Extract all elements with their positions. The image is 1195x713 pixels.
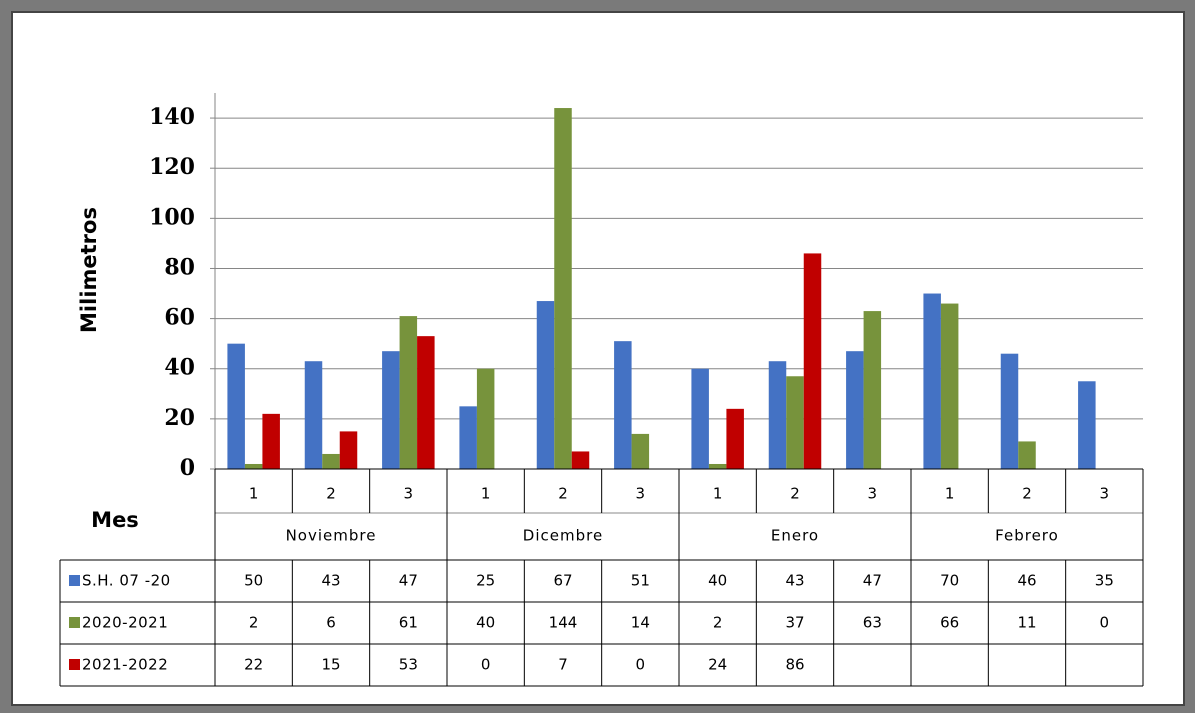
bar bbox=[322, 453, 340, 469]
table-value: 46 bbox=[1017, 572, 1036, 590]
bar bbox=[708, 463, 727, 469]
table-value: 63 bbox=[863, 614, 882, 632]
bar bbox=[1018, 441, 1036, 469]
x-tick-label: 1 bbox=[945, 485, 955, 503]
bar bbox=[631, 433, 650, 469]
table-value: 0 bbox=[636, 656, 646, 674]
group-label: Febrero bbox=[995, 527, 1059, 545]
table-value: 2 bbox=[249, 614, 259, 632]
x-tick-label: 3 bbox=[868, 485, 878, 503]
y-tick-label: 100 bbox=[149, 204, 195, 230]
bar bbox=[1078, 381, 1096, 469]
table-value: 37 bbox=[785, 614, 804, 632]
table-value: 25 bbox=[476, 572, 495, 590]
x-tick-label: 2 bbox=[790, 485, 800, 503]
table-value: 51 bbox=[631, 572, 650, 590]
bar bbox=[304, 361, 323, 469]
legend-key bbox=[69, 575, 80, 586]
bar bbox=[614, 341, 632, 469]
x-tick-label: 3 bbox=[1100, 485, 1110, 503]
bar bbox=[536, 301, 555, 469]
bar bbox=[571, 451, 590, 469]
table-value: 40 bbox=[476, 614, 495, 632]
table-value: 24 bbox=[708, 656, 727, 674]
table-value: 15 bbox=[321, 656, 340, 674]
table-value: 22 bbox=[244, 656, 263, 674]
group-label: Noviembre bbox=[286, 527, 377, 545]
bar bbox=[399, 316, 418, 469]
y-axis-title: Milimetros bbox=[77, 207, 101, 333]
bar bbox=[1000, 353, 1019, 469]
x-tick-label: 3 bbox=[636, 485, 646, 503]
table-value: 47 bbox=[863, 572, 882, 590]
y-tick-label: 20 bbox=[164, 405, 195, 431]
legend-label: S.H. 07 -20 bbox=[82, 572, 171, 590]
bar bbox=[923, 293, 941, 469]
y-tick-label: 0 bbox=[180, 455, 195, 481]
bar bbox=[863, 311, 882, 469]
legend-key bbox=[69, 617, 80, 628]
table-value: 6 bbox=[326, 614, 336, 632]
table-value: 0 bbox=[481, 656, 491, 674]
bar bbox=[786, 376, 804, 469]
x-tick-label: 2 bbox=[558, 485, 568, 503]
y-tick-label: 80 bbox=[164, 254, 195, 280]
table-value: 86 bbox=[785, 656, 804, 674]
bar bbox=[459, 406, 477, 469]
table-value: 61 bbox=[399, 614, 418, 632]
table-value: 2 bbox=[713, 614, 723, 632]
table-value: 53 bbox=[399, 656, 418, 674]
bar bbox=[691, 368, 709, 469]
bar bbox=[244, 463, 263, 469]
bar bbox=[554, 108, 572, 469]
bar bbox=[940, 303, 959, 469]
bar bbox=[846, 351, 864, 469]
bar bbox=[726, 408, 744, 469]
table-value: 144 bbox=[549, 614, 578, 632]
table-value: 47 bbox=[399, 572, 418, 590]
x-tick-label: 1 bbox=[713, 485, 723, 503]
table-value: 7 bbox=[558, 656, 568, 674]
table-value: 66 bbox=[940, 614, 959, 632]
table-value: 0 bbox=[1100, 614, 1110, 632]
x-tick-label: 2 bbox=[1022, 485, 1032, 503]
y-tick-label: 140 bbox=[149, 104, 195, 130]
x-tick-label: 1 bbox=[249, 485, 259, 503]
table-value: 70 bbox=[940, 572, 959, 590]
legend-label: 2021-2022 bbox=[82, 656, 168, 674]
legend-label: 2020-2021 bbox=[82, 614, 168, 632]
table-value: 43 bbox=[321, 572, 340, 590]
table-value: 43 bbox=[785, 572, 804, 590]
bar bbox=[262, 413, 280, 469]
y-tick-label: 120 bbox=[149, 154, 195, 180]
bar bbox=[227, 343, 245, 469]
x-tick-label: 2 bbox=[326, 485, 336, 503]
y-tick-label: 60 bbox=[164, 305, 195, 331]
table-value: 35 bbox=[1095, 572, 1114, 590]
group-label: Enero bbox=[771, 527, 819, 545]
x-tick-label: 1 bbox=[481, 485, 491, 503]
bar bbox=[768, 361, 787, 469]
bar bbox=[382, 351, 400, 469]
table-value: 67 bbox=[553, 572, 572, 590]
table-value: 14 bbox=[631, 614, 650, 632]
x-axis-title: Mes bbox=[91, 508, 139, 532]
x-tick-label: 3 bbox=[404, 485, 414, 503]
bar bbox=[417, 336, 435, 469]
group-label: Dicembre bbox=[523, 527, 603, 545]
table-value: 50 bbox=[244, 572, 263, 590]
table-value: 11 bbox=[1017, 614, 1036, 632]
bar bbox=[803, 253, 822, 469]
bar bbox=[476, 368, 495, 469]
table-value: 40 bbox=[708, 572, 727, 590]
bar bbox=[339, 431, 358, 469]
legend-key bbox=[69, 659, 80, 670]
y-tick-label: 40 bbox=[164, 355, 195, 381]
